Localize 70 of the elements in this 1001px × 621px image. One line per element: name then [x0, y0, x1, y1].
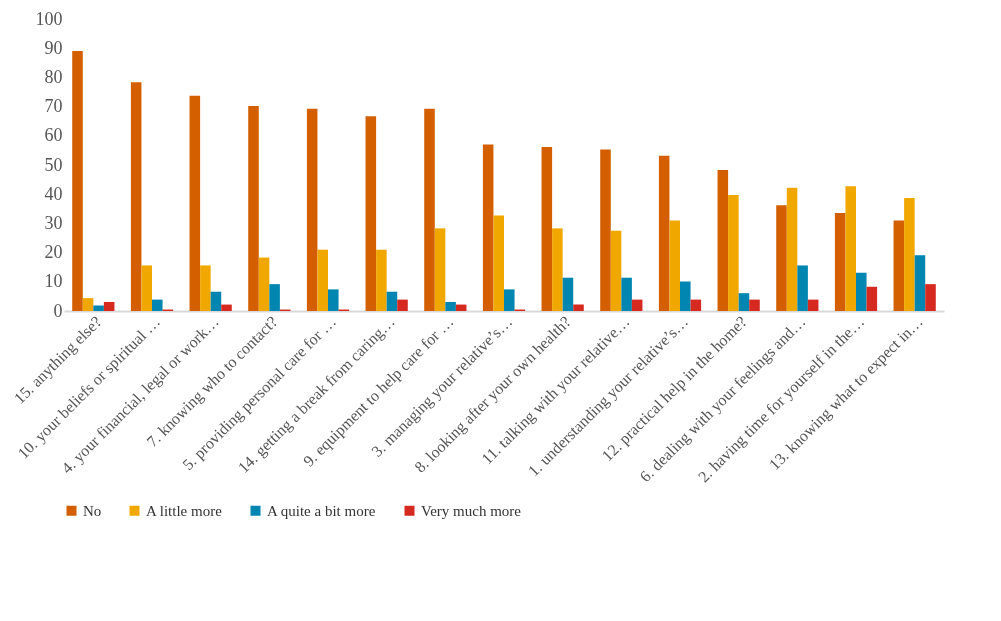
bar	[328, 289, 339, 311]
bar	[610, 230, 622, 311]
bar	[504, 289, 515, 311]
bar	[72, 51, 83, 311]
y-tick-label: 80	[44, 66, 63, 87]
y-tick-label: 100	[35, 8, 63, 29]
bar	[493, 215, 504, 311]
y-tick-label: 10	[44, 271, 63, 292]
bar	[669, 220, 680, 311]
legend-label: A little more	[146, 502, 223, 519]
y-tick-label: 50	[44, 154, 63, 175]
bar	[365, 116, 377, 311]
bar	[189, 95, 201, 311]
bar	[690, 299, 702, 311]
bar	[424, 108, 435, 311]
bar	[541, 146, 553, 311]
bar	[914, 255, 926, 311]
bar	[103, 301, 115, 311]
bar	[786, 187, 798, 311]
y-tick-label: 0	[53, 300, 63, 321]
bar	[856, 272, 867, 311]
bar	[200, 265, 211, 311]
y-tick-label: 30	[44, 212, 63, 233]
bar	[845, 186, 856, 311]
bar	[152, 299, 163, 311]
bar	[130, 82, 142, 311]
bar	[797, 265, 808, 311]
y-tick-label: 70	[44, 96, 63, 117]
bar	[317, 249, 328, 311]
bar	[434, 228, 446, 311]
bar	[776, 205, 787, 311]
y-tick-label: 20	[44, 242, 63, 263]
bar	[221, 304, 232, 311]
bar	[621, 277, 632, 311]
bar	[269, 284, 280, 311]
bar	[728, 195, 739, 311]
bar	[482, 144, 494, 311]
bar	[386, 291, 398, 311]
bar	[866, 286, 878, 311]
bar	[562, 277, 574, 311]
bar	[658, 155, 670, 311]
bar	[93, 305, 104, 311]
bar	[306, 108, 318, 311]
bar	[552, 228, 563, 311]
bar	[82, 298, 94, 311]
bar	[925, 284, 936, 311]
bar	[258, 257, 270, 311]
bar	[376, 249, 387, 311]
bar	[631, 299, 643, 311]
bar	[749, 299, 760, 311]
bar	[717, 169, 729, 311]
bar	[738, 293, 750, 311]
legend-label: Very much more	[421, 502, 522, 519]
bar	[397, 299, 408, 311]
bar	[600, 149, 611, 311]
bar	[807, 299, 819, 311]
bar	[141, 265, 152, 311]
bar	[834, 212, 846, 311]
y-tick-label: 90	[44, 37, 63, 58]
legend-label: No	[83, 502, 102, 519]
bar	[445, 301, 456, 311]
y-tick-label: 40	[44, 183, 63, 204]
bar	[904, 198, 915, 311]
bar	[210, 291, 222, 311]
y-tick-label: 60	[44, 125, 63, 146]
bar	[893, 220, 905, 311]
bar	[248, 106, 259, 311]
bar	[573, 304, 584, 311]
legend-label: A quite a bit more	[267, 502, 376, 519]
bar	[680, 281, 691, 311]
